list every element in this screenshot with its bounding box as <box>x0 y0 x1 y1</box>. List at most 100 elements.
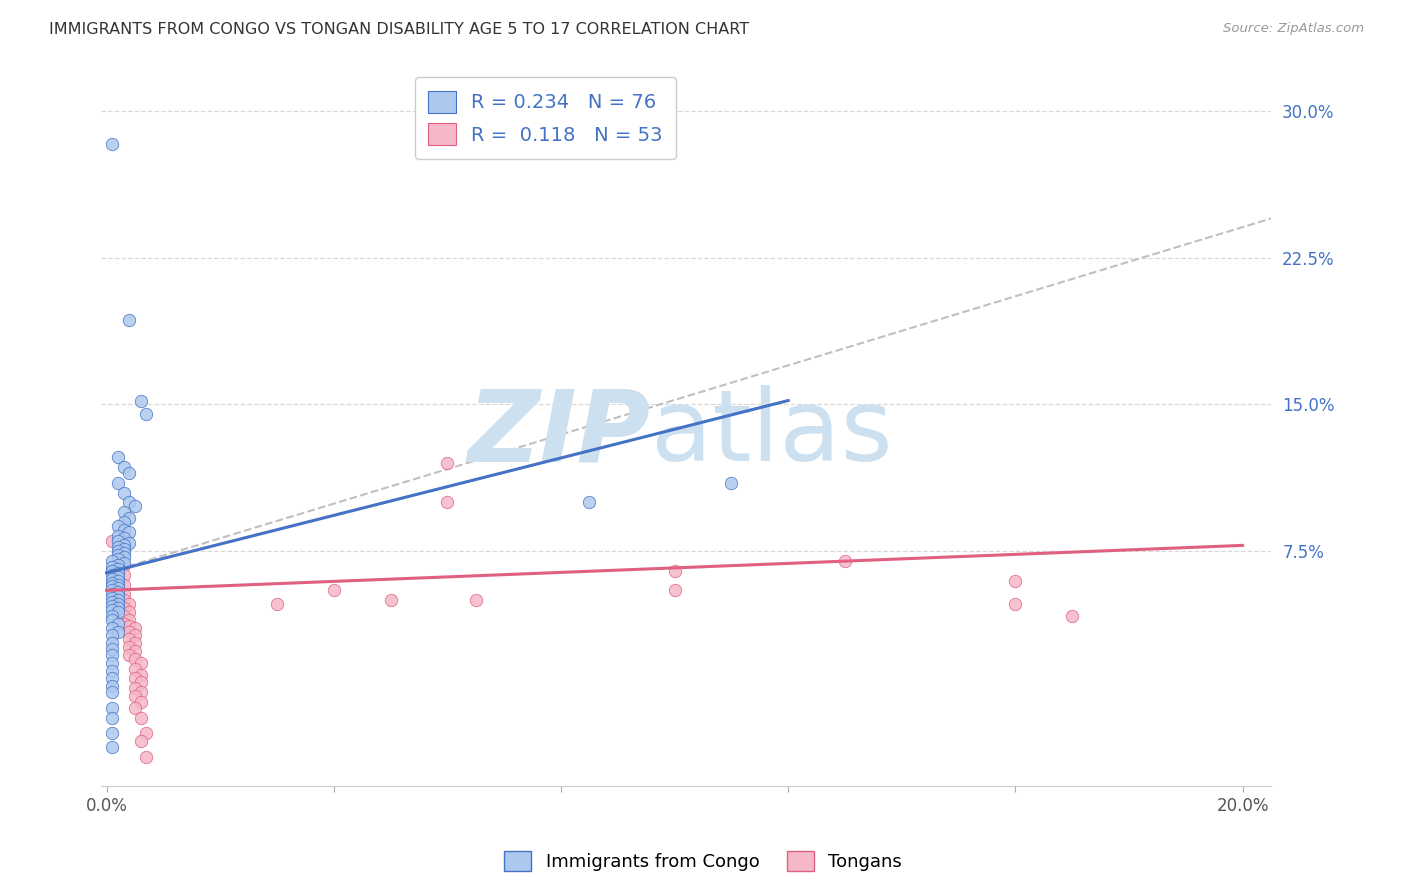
Point <box>101 137 124 152</box>
Point <box>124 621 146 635</box>
Point <box>101 595 124 609</box>
Point <box>118 524 141 539</box>
Point <box>107 605 129 619</box>
Point <box>107 552 129 566</box>
Point <box>720 475 742 490</box>
Point <box>107 582 129 596</box>
Point <box>266 597 288 611</box>
Point <box>112 550 135 565</box>
Point <box>112 601 135 615</box>
Point <box>112 515 135 529</box>
Point <box>124 689 146 703</box>
Point <box>124 672 146 686</box>
Point <box>124 644 146 658</box>
Point <box>112 538 135 552</box>
Point <box>107 554 129 568</box>
Point <box>101 579 124 593</box>
Point <box>118 613 141 627</box>
Point <box>129 695 152 709</box>
Point <box>101 608 124 623</box>
Point <box>1004 597 1026 611</box>
Text: atlas: atlas <box>651 385 893 483</box>
Point <box>112 531 135 545</box>
Point <box>129 734 152 748</box>
Point <box>112 567 135 582</box>
Point <box>124 662 146 676</box>
Point <box>118 648 141 662</box>
Point <box>118 597 141 611</box>
Point <box>112 608 135 623</box>
Text: ZIP: ZIP <box>468 385 651 483</box>
Point <box>118 536 141 550</box>
Point <box>107 597 129 611</box>
Point <box>112 505 135 519</box>
Point <box>107 589 129 603</box>
Point <box>112 485 135 500</box>
Legend: R = 0.234   N = 76, R =  0.118   N = 53: R = 0.234 N = 76, R = 0.118 N = 53 <box>415 77 676 159</box>
Point <box>834 554 856 568</box>
Point <box>129 675 152 690</box>
Point <box>129 711 152 725</box>
Point <box>112 593 135 607</box>
Point <box>118 466 141 480</box>
Text: IMMIGRANTS FROM CONGO VS TONGAN DISABILITY AGE 5 TO 17 CORRELATION CHART: IMMIGRANTS FROM CONGO VS TONGAN DISABILI… <box>49 22 749 37</box>
Point <box>135 726 157 740</box>
Point <box>107 541 129 555</box>
Point <box>112 460 135 475</box>
Point <box>124 701 146 715</box>
Point <box>118 511 141 525</box>
Point <box>118 605 141 619</box>
Point <box>101 575 124 590</box>
Point <box>101 613 124 627</box>
Point <box>322 583 344 598</box>
Legend: Immigrants from Congo, Tongans: Immigrants from Congo, Tongans <box>496 844 910 879</box>
Point <box>101 572 124 586</box>
Point <box>124 636 146 650</box>
Point <box>112 556 135 570</box>
Point <box>124 628 146 642</box>
Point <box>101 564 124 578</box>
Point <box>107 475 129 490</box>
Point <box>118 495 141 509</box>
Point <box>112 542 135 557</box>
Point <box>101 648 124 662</box>
Point <box>436 456 458 470</box>
Point <box>124 500 146 514</box>
Point <box>107 616 129 631</box>
Point <box>101 711 124 725</box>
Point <box>112 587 135 601</box>
Point <box>107 450 129 465</box>
Point <box>129 667 152 681</box>
Point <box>135 749 157 764</box>
Point <box>101 591 124 606</box>
Point <box>464 593 486 607</box>
Point <box>107 564 129 578</box>
Point <box>578 495 600 509</box>
Point <box>129 656 152 670</box>
Point <box>107 518 129 533</box>
Point <box>124 652 146 666</box>
Point <box>135 407 157 421</box>
Point <box>101 679 124 693</box>
Point <box>101 621 124 635</box>
Point <box>107 566 129 580</box>
Point <box>101 603 124 617</box>
Point <box>101 685 124 699</box>
Point <box>118 618 141 632</box>
Point <box>107 585 129 599</box>
Point <box>101 560 124 574</box>
Point <box>112 616 135 631</box>
Point <box>107 574 129 588</box>
Point <box>101 567 124 582</box>
Point <box>118 640 141 655</box>
Point <box>129 685 152 699</box>
Point <box>101 636 124 650</box>
Point <box>101 587 124 601</box>
Point <box>1062 608 1084 623</box>
Point <box>107 583 129 598</box>
Point <box>101 701 124 715</box>
Point <box>129 393 152 408</box>
Point <box>380 593 402 607</box>
Point <box>107 558 129 572</box>
Point <box>118 624 141 639</box>
